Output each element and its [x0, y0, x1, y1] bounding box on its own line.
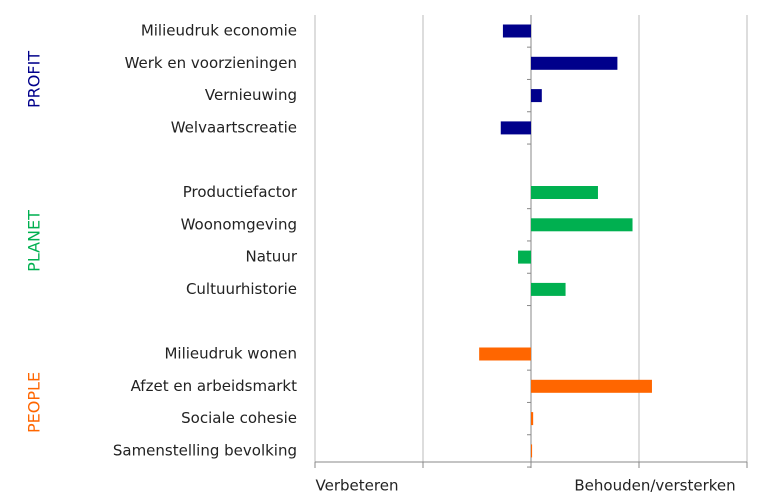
group-label: PLANET	[25, 210, 44, 272]
bar	[531, 89, 542, 103]
bar	[531, 282, 566, 296]
category-label: Werk en voorzieningen	[125, 54, 297, 72]
bar	[531, 444, 533, 458]
category-label: Welvaartscreatie	[171, 118, 297, 136]
category-label: Sociale cohesie	[181, 409, 297, 427]
category-label: Afzet en arbeidsmarkt	[131, 377, 298, 395]
bar	[502, 24, 531, 38]
category-label: Cultuurhistorie	[186, 280, 297, 298]
x-axis-label-right: Behouden/versterken	[574, 477, 735, 494]
bar	[531, 412, 534, 426]
x-axis-label-left: Verbeteren	[316, 477, 399, 494]
category-label: Natuur	[246, 248, 298, 266]
category-label: Samenstelling bevolking	[113, 441, 297, 459]
bar	[500, 121, 531, 135]
bar	[531, 379, 652, 393]
bar	[531, 56, 618, 70]
group-label: PEOPLE	[25, 372, 44, 433]
bar	[518, 250, 531, 264]
bar	[531, 218, 633, 232]
category-label: Milieudruk wonen	[164, 345, 297, 363]
bar	[479, 347, 531, 361]
bar	[531, 186, 598, 199]
category-label: Vernieuwing	[205, 86, 297, 104]
category-label: Milieudruk economie	[141, 22, 297, 40]
category-label: Woonomgeving	[181, 215, 297, 233]
group-label: PROFIT	[25, 51, 44, 108]
category-label: Productiefactor	[183, 183, 298, 201]
